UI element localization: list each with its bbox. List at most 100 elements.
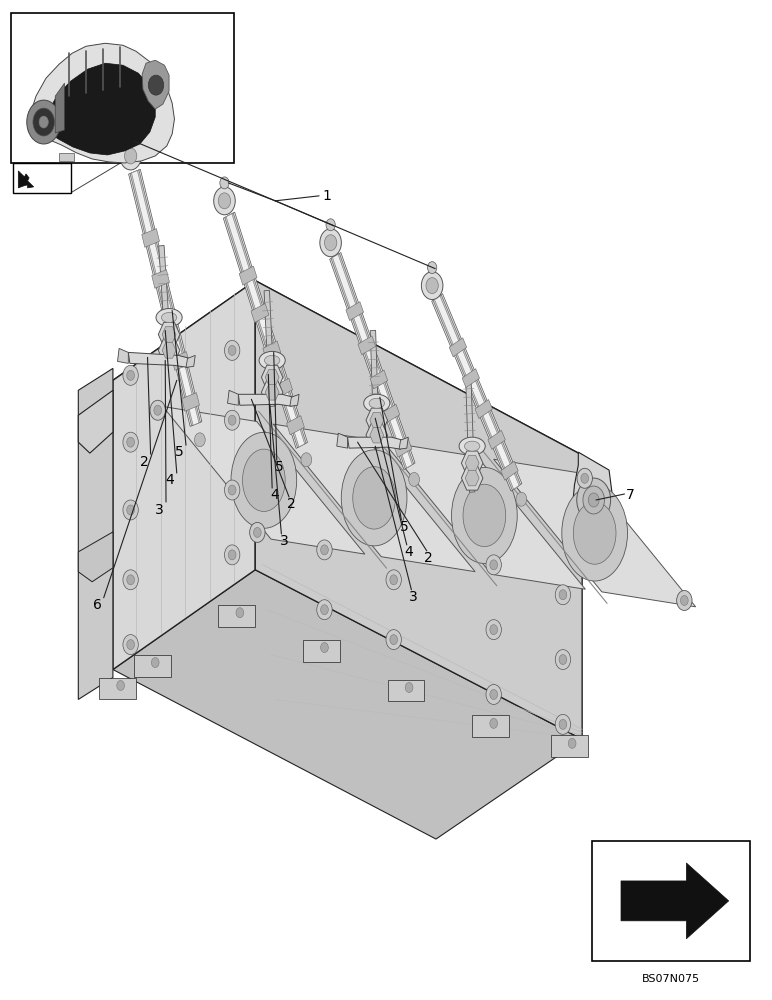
Ellipse shape: [265, 355, 279, 365]
Bar: [13, 163, 70, 193]
Text: 7: 7: [626, 488, 635, 502]
Polygon shape: [142, 229, 160, 247]
Circle shape: [320, 545, 328, 555]
Circle shape: [390, 635, 398, 645]
Bar: [472, 715, 509, 737]
Circle shape: [123, 365, 138, 385]
Circle shape: [555, 650, 571, 670]
Circle shape: [577, 468, 592, 488]
Circle shape: [422, 272, 443, 300]
Circle shape: [218, 193, 231, 209]
Circle shape: [33, 108, 55, 136]
Circle shape: [214, 187, 235, 215]
Circle shape: [127, 575, 134, 585]
Polygon shape: [78, 532, 113, 582]
Polygon shape: [251, 303, 269, 323]
Text: 5: 5: [275, 460, 283, 474]
Circle shape: [151, 658, 159, 668]
Circle shape: [581, 473, 588, 483]
Bar: [134, 655, 171, 677]
Polygon shape: [113, 281, 256, 670]
Text: 2: 2: [140, 455, 148, 469]
Polygon shape: [117, 348, 128, 363]
Circle shape: [123, 432, 138, 452]
Circle shape: [588, 493, 599, 507]
Polygon shape: [358, 336, 376, 355]
Polygon shape: [59, 153, 74, 161]
Polygon shape: [264, 290, 275, 406]
Circle shape: [120, 142, 141, 170]
Circle shape: [229, 415, 236, 425]
Circle shape: [27, 100, 61, 144]
Circle shape: [229, 550, 236, 560]
Polygon shape: [466, 377, 475, 492]
Ellipse shape: [231, 432, 296, 528]
Circle shape: [127, 370, 134, 380]
Circle shape: [117, 680, 124, 690]
Circle shape: [123, 500, 138, 520]
Circle shape: [486, 684, 501, 704]
Polygon shape: [226, 214, 305, 447]
Bar: [11, 13, 234, 163]
Text: 2: 2: [286, 497, 296, 511]
Polygon shape: [346, 302, 364, 321]
Circle shape: [150, 400, 165, 420]
Circle shape: [225, 480, 240, 500]
Circle shape: [490, 560, 497, 570]
Ellipse shape: [369, 398, 384, 408]
Ellipse shape: [562, 485, 628, 581]
Circle shape: [320, 605, 328, 615]
Circle shape: [127, 437, 134, 447]
Circle shape: [123, 570, 138, 590]
Polygon shape: [488, 430, 506, 449]
Polygon shape: [475, 400, 493, 419]
Polygon shape: [129, 169, 201, 426]
Circle shape: [301, 453, 312, 467]
Polygon shape: [78, 390, 113, 453]
Ellipse shape: [161, 313, 177, 322]
Text: 4: 4: [405, 545, 413, 559]
Polygon shape: [384, 442, 585, 589]
Ellipse shape: [259, 351, 285, 369]
Polygon shape: [501, 461, 518, 480]
Polygon shape: [462, 369, 479, 388]
Text: 4: 4: [166, 473, 174, 487]
Circle shape: [225, 410, 240, 430]
Circle shape: [253, 527, 261, 537]
Ellipse shape: [465, 441, 480, 451]
Polygon shape: [256, 281, 582, 739]
Circle shape: [317, 600, 332, 620]
Polygon shape: [44, 63, 155, 155]
Polygon shape: [286, 416, 304, 435]
Text: 5: 5: [175, 445, 184, 459]
Text: 6: 6: [93, 598, 101, 612]
Polygon shape: [78, 368, 113, 699]
Circle shape: [124, 148, 137, 164]
Circle shape: [577, 478, 611, 522]
Polygon shape: [239, 266, 257, 285]
Polygon shape: [331, 253, 414, 469]
Polygon shape: [19, 171, 34, 188]
Ellipse shape: [242, 449, 285, 511]
Ellipse shape: [364, 394, 390, 412]
Polygon shape: [225, 213, 306, 448]
Circle shape: [148, 75, 164, 95]
Ellipse shape: [452, 467, 517, 563]
Polygon shape: [290, 394, 299, 406]
Polygon shape: [382, 404, 400, 423]
Ellipse shape: [459, 437, 486, 455]
Polygon shape: [186, 355, 195, 367]
Circle shape: [317, 540, 332, 560]
Polygon shape: [493, 459, 696, 607]
Circle shape: [154, 405, 161, 415]
Circle shape: [195, 433, 205, 447]
Circle shape: [568, 738, 576, 748]
Circle shape: [490, 718, 497, 728]
Polygon shape: [262, 341, 281, 360]
Polygon shape: [131, 171, 199, 425]
Circle shape: [390, 575, 398, 585]
Circle shape: [676, 590, 692, 610]
Circle shape: [225, 340, 240, 360]
Circle shape: [555, 714, 571, 734]
Ellipse shape: [341, 450, 407, 546]
